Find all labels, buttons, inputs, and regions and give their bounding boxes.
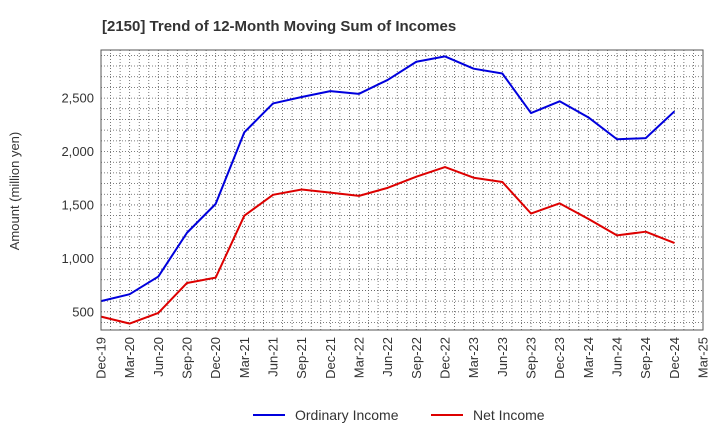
net-income-point — [272, 194, 274, 196]
ordinary-income-point — [673, 110, 675, 112]
net-income-point — [329, 192, 331, 194]
x-tick-label: Sep-20 — [180, 337, 195, 379]
ordinary-income-point — [272, 102, 274, 104]
net-income-point — [358, 195, 360, 197]
net-income-point — [301, 188, 303, 190]
y-tick-label: 1,000 — [61, 251, 94, 266]
ordinary-income-point — [415, 61, 417, 63]
x-tick-label: Sep-24 — [638, 337, 653, 379]
x-tick-label: Dec-19 — [94, 337, 109, 379]
y-tick-label: 2,000 — [61, 144, 94, 159]
x-tick-label: Dec-22 — [438, 337, 453, 379]
net-income-point — [243, 215, 245, 217]
ordinary-income-point — [616, 138, 618, 140]
net-income-point — [530, 213, 532, 215]
legend: Ordinary Income Net Income — [253, 407, 545, 423]
ordinary-income-point — [645, 137, 647, 139]
x-tick-label: Mar-24 — [581, 337, 596, 378]
x-tick-label: Sep-21 — [294, 337, 309, 379]
x-tick-label: Sep-22 — [409, 337, 424, 379]
net-income-point — [501, 181, 503, 183]
net-income-point — [673, 242, 675, 244]
net-income-point — [387, 187, 389, 189]
net-income-point — [645, 231, 647, 233]
ordinary-income-point — [444, 55, 446, 57]
plot-frame — [100, 49, 704, 331]
ordinary-income-point — [358, 93, 360, 95]
ordinary-income-point — [129, 293, 131, 295]
x-tick-label: Mar-25 — [696, 337, 711, 378]
y-tick-label: 2,500 — [61, 91, 94, 106]
ordinary-income-point — [530, 112, 532, 114]
x-tick-label: Jun-22 — [380, 337, 395, 377]
net-income-point — [129, 323, 131, 325]
chart-title: [2150] Trend of 12-Month Moving Sum of I… — [102, 18, 456, 35]
x-tick-label: Sep-23 — [524, 337, 539, 379]
net-income-point — [444, 166, 446, 168]
ordinary-income-point — [559, 100, 561, 102]
net-income-point — [616, 234, 618, 236]
legend-label-ordinary-income: Ordinary Income — [295, 407, 399, 423]
x-tick-label: Jun-21 — [266, 337, 281, 377]
x-tick-label: Dec-23 — [552, 337, 567, 379]
y-tick-labels: 500 1,000 1,500 2,000 2,500 — [61, 91, 94, 320]
x-tick-label: Mar-21 — [237, 337, 252, 378]
x-tick-label: Mar-23 — [466, 337, 481, 378]
y-tick-label: 500 — [72, 304, 94, 319]
y-axis-label: Amount (million yen) — [7, 132, 22, 251]
x-tick-label: Mar-22 — [352, 337, 367, 378]
net-income-point — [186, 282, 188, 284]
ordinary-income-point — [157, 276, 159, 278]
x-tick-label: Mar-20 — [122, 337, 137, 378]
ordinary-income-line — [100, 55, 676, 303]
net-income-point — [415, 176, 417, 178]
ordinary-income-point — [473, 68, 475, 70]
ordinary-income-point — [215, 203, 217, 205]
ordinary-income-point — [587, 116, 589, 118]
net-income-point — [157, 312, 159, 314]
ordinary-income-point — [329, 90, 331, 92]
net-income-point — [215, 277, 217, 279]
legend-label-net-income: Net Income — [473, 407, 545, 423]
x-tick-label: Jun-24 — [610, 337, 625, 377]
y-tick-label: 1,500 — [61, 197, 94, 212]
ordinary-income-point — [243, 131, 245, 133]
x-tick-label: Dec-20 — [208, 337, 223, 379]
x-tick-label: Jun-23 — [495, 337, 510, 377]
x-tick-label: Jun-20 — [151, 337, 166, 377]
ordinary-income-point — [387, 79, 389, 81]
net-income-point — [473, 177, 475, 179]
net-income-point — [587, 218, 589, 220]
ordinary-income-point — [501, 73, 503, 75]
ordinary-income-point — [301, 96, 303, 98]
x-tick-labels: Dec-19 Mar-20 Jun-20 Sep-20 Dec-20 Mar-21 Jun-… — [94, 337, 711, 379]
series-lines — [100, 55, 676, 325]
gridlines — [101, 50, 703, 330]
x-tick-label: Dec-21 — [323, 337, 338, 379]
net-income-point — [559, 202, 561, 204]
x-tick-label: Dec-24 — [667, 337, 682, 379]
ordinary-income-point — [186, 232, 188, 234]
